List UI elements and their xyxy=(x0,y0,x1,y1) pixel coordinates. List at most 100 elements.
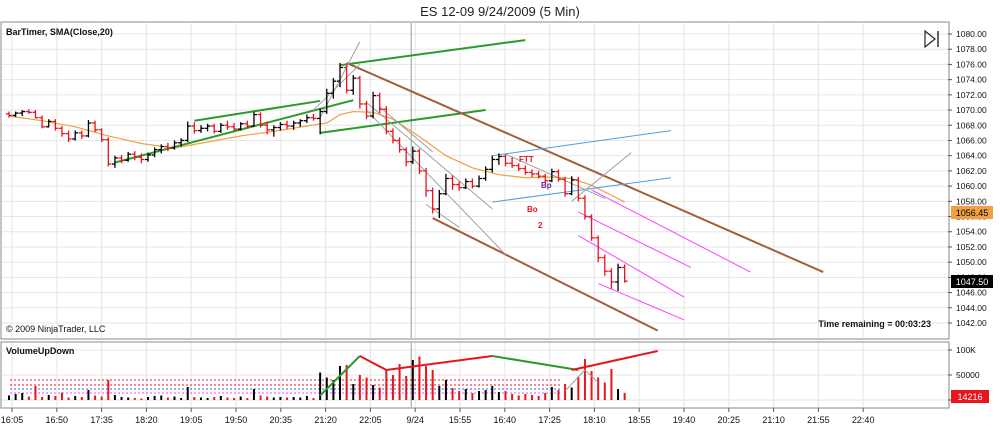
price-bar xyxy=(25,109,32,114)
price-bar xyxy=(621,264,628,283)
price-bar xyxy=(389,128,396,144)
price-bar xyxy=(92,120,99,133)
price-bars xyxy=(6,62,628,292)
time-tick-label: 21:55 xyxy=(807,415,830,425)
last-price-badge: 1047.50 xyxy=(951,275,993,288)
price-bar xyxy=(462,178,469,190)
price-tick-label: 1050.00 xyxy=(956,257,987,267)
svg-text:1047.50: 1047.50 xyxy=(956,277,989,287)
price-bar xyxy=(522,165,529,175)
price-tick-label: 1062.00 xyxy=(956,166,987,176)
price-bar xyxy=(429,187,436,214)
price-bar xyxy=(575,176,582,202)
volume-trendlines xyxy=(319,350,658,397)
price-bar xyxy=(204,123,211,132)
current-price-badge: 1056.45 xyxy=(951,206,993,219)
price-tick-label: 1054.00 xyxy=(956,227,987,237)
time-tick-label: 20:35 xyxy=(270,415,293,425)
price-tick-label: 1058.00 xyxy=(956,196,987,206)
price-tick-label: 1070.00 xyxy=(956,105,987,115)
price-bar xyxy=(52,119,59,131)
price-bar xyxy=(562,176,569,197)
price-bar xyxy=(615,263,622,292)
time-tick-label: 18:10 xyxy=(583,415,606,425)
price-bar xyxy=(191,122,198,134)
price-tick-label: 1046.00 xyxy=(956,288,987,298)
price-bar xyxy=(436,189,443,219)
time-tick-label: 16:40 xyxy=(494,415,517,425)
price-panel xyxy=(0,21,950,340)
price-tick-label: 1052.00 xyxy=(956,242,987,252)
price-tick-label: 1044.00 xyxy=(956,303,987,313)
price-bar xyxy=(6,111,12,118)
price-bar xyxy=(588,214,595,241)
price-bar xyxy=(178,138,185,147)
price-bar xyxy=(145,152,152,162)
annotation-two: 2 xyxy=(538,221,543,230)
price-bar xyxy=(65,130,72,142)
price-bar xyxy=(363,100,370,120)
price-bar xyxy=(118,154,125,164)
price-bar xyxy=(356,75,363,109)
time-tick-label: 20:25 xyxy=(718,415,741,425)
price-bar xyxy=(164,142,171,152)
price-bar xyxy=(476,175,483,188)
volume-grid xyxy=(2,349,948,401)
time-tick-label: 19:05 xyxy=(180,415,203,425)
price-bar xyxy=(151,147,158,158)
time-tick-label: 17:35 xyxy=(90,415,113,425)
play-pause-icon[interactable] xyxy=(924,29,939,49)
price-bar xyxy=(98,128,105,142)
price-bar xyxy=(290,120,297,130)
annotation-bo: Bo xyxy=(527,205,538,214)
price-bar xyxy=(78,130,85,139)
price-bar xyxy=(224,120,231,130)
time-axis: 16:05 16:50 17:35 18:20 19:05 19:50 20:35 21:20… xyxy=(1,408,875,425)
time-tick-label: 15:55 xyxy=(449,415,472,425)
price-bar xyxy=(581,195,588,220)
price-bar xyxy=(58,126,65,137)
price-bar xyxy=(72,130,79,141)
copyright-label: © 2009 NinjaTrader, LLC xyxy=(6,324,106,334)
price-bar xyxy=(509,157,516,168)
indicator-label: BarTimer, SMA(Close,20) xyxy=(6,27,113,37)
price-tick-label: 1060.00 xyxy=(956,181,987,191)
trendline-magenta xyxy=(591,189,751,273)
volume-bars xyxy=(8,356,626,400)
price-bar xyxy=(32,110,39,119)
price-tick-label: 1076.00 xyxy=(956,59,987,69)
price-bar xyxy=(12,111,19,117)
time-tick-label: 19:50 xyxy=(225,415,248,425)
price-tick-label: 1066.00 xyxy=(956,135,987,145)
price-bar xyxy=(45,119,52,128)
svg-text:14216: 14216 xyxy=(957,392,982,402)
price-bar xyxy=(489,155,496,173)
volume-trend-green xyxy=(319,355,361,397)
price-bar xyxy=(608,268,615,289)
time-tick-label: 22:40 xyxy=(852,415,875,425)
price-bar xyxy=(469,178,476,189)
price-bar xyxy=(343,65,350,94)
time-tick-label: 22:05 xyxy=(359,415,382,425)
price-bar xyxy=(250,111,257,127)
price-bar xyxy=(303,114,310,123)
price-bar xyxy=(376,92,383,114)
price-bar xyxy=(111,155,118,168)
time-tick-label: 21:10 xyxy=(762,415,785,425)
price-bar xyxy=(19,110,26,117)
price-bar xyxy=(568,176,575,196)
price-bar xyxy=(409,146,416,165)
price-bar xyxy=(323,88,330,114)
price-bar xyxy=(217,122,224,133)
price-bar xyxy=(330,78,337,99)
price-bar xyxy=(310,113,317,121)
trendline-gray xyxy=(379,106,434,153)
price-bar xyxy=(383,106,390,135)
trendline-green xyxy=(194,99,321,122)
price-bar xyxy=(131,151,138,161)
price-bar xyxy=(528,169,535,177)
price-bar xyxy=(297,119,304,127)
price-tick-label: 1042.00 xyxy=(956,318,987,328)
price-bar xyxy=(370,91,377,119)
